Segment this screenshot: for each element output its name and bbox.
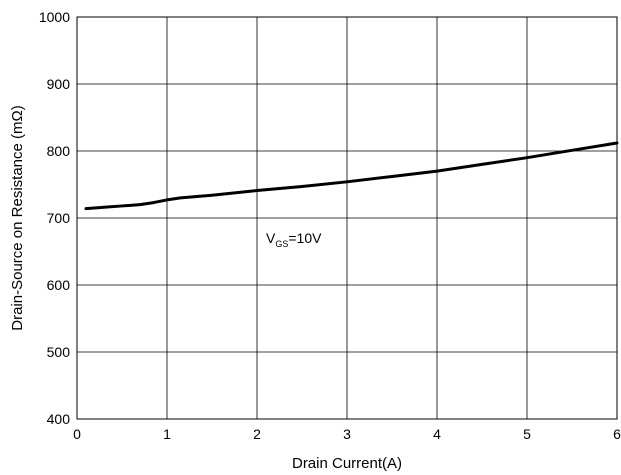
x-tick-label: 4 [433,426,441,442]
y-tick-label: 500 [47,344,71,360]
x-tick-label: 1 [163,426,171,442]
x-tick-labels: 0 1 2 3 4 5 6 [73,426,621,442]
y-tick-label: 800 [47,143,71,159]
x-tick-label: 3 [343,426,351,442]
rds-curve [84,141,619,211]
vgs-annotation: VGS=10V [266,230,322,249]
x-tick-label: 6 [613,426,621,442]
vgs-annotation-main: V [266,230,276,246]
x-tick-label: 5 [523,426,531,442]
y-tick-label: 1000 [39,9,70,25]
x-tick-label: 2 [253,426,261,442]
grid [76,16,618,420]
plot-frame [76,16,618,420]
y-tick-label: 900 [47,76,71,92]
x-tick-label: 0 [73,426,81,442]
x-axis-title: Drain Current(A) [292,455,402,472]
y-tick-labels: 400 500 600 700 800 900 1000 [39,9,70,427]
vgs-annotation-subscript: GS [275,239,288,249]
y-tick-label: 700 [47,210,71,226]
series-layer [84,141,619,211]
y-tick-label: 600 [47,277,71,293]
vgs-annotation-suffix: =10V [288,230,322,246]
y-axis-title: Drain-Source on Resistance (mΩ) [9,105,26,330]
y-tick-label: 400 [47,411,71,427]
